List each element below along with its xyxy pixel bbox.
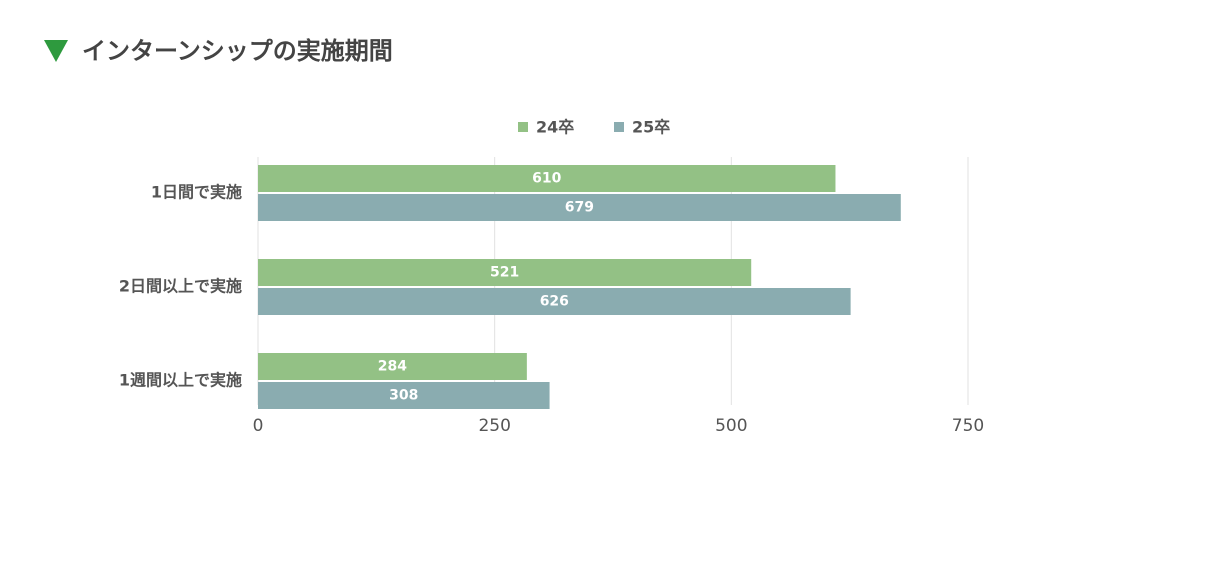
x-tick-label: 0: [253, 416, 264, 436]
y-tick-label: 1日間で実施: [151, 183, 242, 202]
value-label: 521: [490, 265, 519, 281]
bar: [258, 194, 901, 221]
x-tick-label: 500: [715, 416, 747, 436]
legend-label: 24卒: [536, 118, 574, 137]
value-label: 679: [565, 200, 594, 216]
chart-title: インターンシップの実施期間: [82, 37, 393, 65]
bar: [258, 259, 752, 286]
y-tick-label: 1週間以上で実施: [119, 371, 242, 390]
x-tick-label: 750: [952, 416, 984, 436]
value-label: 626: [540, 294, 569, 310]
legend-marker: [518, 122, 528, 132]
value-label: 284: [378, 359, 407, 375]
x-tick-label: 250: [478, 416, 510, 436]
legend-label: 25卒: [632, 118, 670, 137]
title-marker: [44, 40, 68, 62]
bar: [258, 353, 527, 380]
value-label: 610: [532, 171, 561, 187]
bar: [258, 288, 851, 315]
y-tick-label: 2日間以上で実施: [119, 277, 242, 296]
legend-marker: [614, 122, 624, 132]
bar: [258, 165, 836, 192]
bar: [258, 382, 550, 409]
value-label: 308: [389, 388, 418, 404]
